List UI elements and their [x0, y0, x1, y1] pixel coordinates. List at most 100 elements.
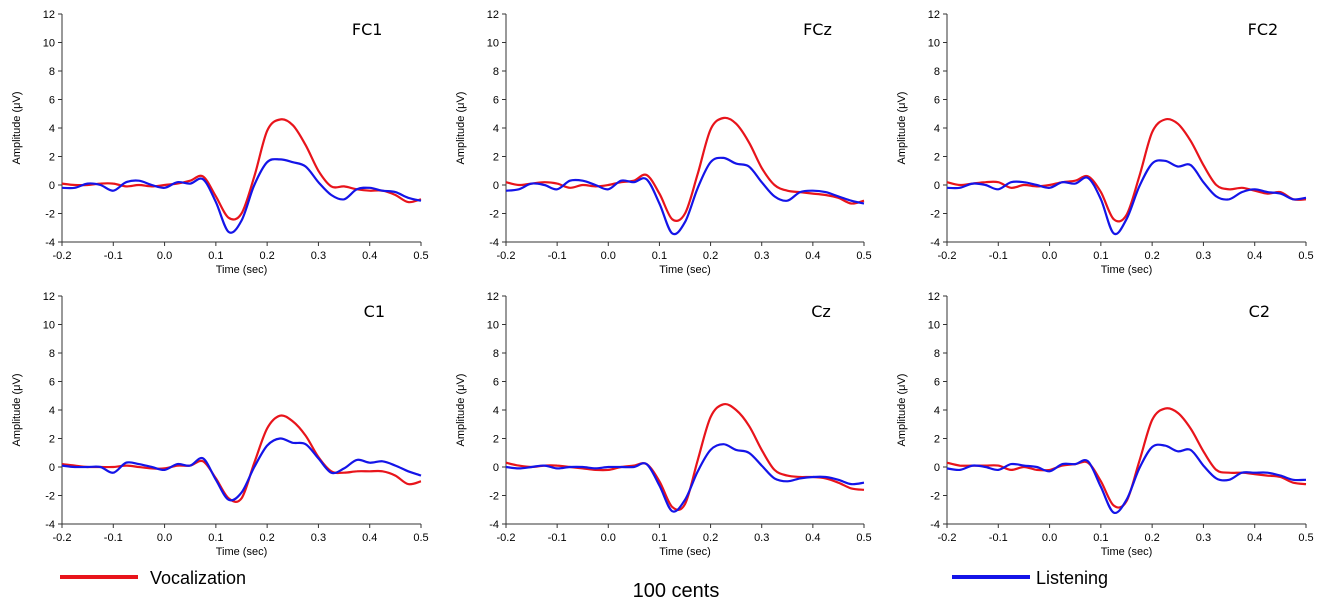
y-axis-title: Amplitude (μV) [455, 374, 467, 447]
y-tick-label: 6 [49, 377, 55, 389]
x-tick-label: 0.1 [208, 250, 223, 262]
x-tick-label: 0.0 [1042, 250, 1057, 262]
y-tick-label: -2 [930, 491, 940, 503]
x-tick-label: -0.1 [104, 532, 123, 544]
y-tick-label: -4 [930, 519, 940, 531]
panel-title: C2 [1249, 302, 1270, 321]
y-tick-label: 6 [493, 95, 499, 107]
x-tick-label: 0.5 [1298, 250, 1313, 262]
panel-title: FC2 [1248, 20, 1279, 39]
x-tick-label: 0.3 [1196, 250, 1211, 262]
x-tick-label: 0.4 [362, 250, 377, 262]
x-tick-label: 0.2 [1144, 250, 1159, 262]
x-tick-label: 0.5 [413, 250, 428, 262]
y-tick-label: 12 [43, 9, 55, 21]
x-tick-label: 0.5 [413, 532, 428, 544]
condition-label: 100 cents [633, 580, 720, 602]
y-tick-label: -2 [45, 209, 55, 221]
x-tick-label: 0.2 [703, 532, 718, 544]
x-axis-title: Time (sec) [216, 264, 268, 276]
y-tick-label: -4 [45, 237, 55, 249]
panel-title: FCz [803, 20, 832, 39]
y-tick-label: 2 [493, 152, 499, 164]
y-tick-label: 10 [487, 320, 499, 332]
x-axis-title: Time (sec) [1101, 264, 1153, 276]
series-line-listening [505, 156, 865, 236]
x-tick-label: -0.2 [938, 532, 957, 544]
legend: Vocalization Listening [60, 568, 1108, 588]
y-tick-label: 2 [934, 434, 940, 446]
y-tick-label: 10 [487, 38, 499, 50]
y-tick-label: 4 [493, 405, 499, 417]
x-tick-label: 0.4 [805, 532, 820, 544]
y-tick-label: 4 [934, 123, 940, 135]
y-tick-label: 12 [487, 291, 499, 303]
x-tick-label: 0.1 [652, 250, 667, 262]
y-tick-label: 10 [43, 38, 55, 50]
series-line-vocalization [946, 407, 1307, 509]
y-tick-label: -4 [489, 237, 499, 249]
panel-title: C1 [364, 302, 385, 321]
series-line-listening [61, 158, 422, 234]
chart-panel-fc2: -4 -2 0 2 4 6 8 10 12 -0.2 -0.1 0.0 0.1 0.2 0.3 0.4 0.5 T… [896, 9, 1314, 276]
y-tick-label: 8 [493, 348, 499, 360]
y-tick-label: -2 [489, 491, 499, 503]
x-tick-label: 0.4 [1247, 532, 1262, 544]
x-tick-label: -0.1 [548, 532, 567, 544]
x-tick-label: 0.2 [259, 250, 274, 262]
x-tick-label: 0.4 [1247, 250, 1262, 262]
y-tick-label: 2 [934, 152, 940, 164]
y-tick-label: 10 [928, 320, 940, 332]
x-tick-label: 0.1 [1093, 532, 1108, 544]
y-axis-title: Amplitude (μV) [11, 374, 23, 447]
x-tick-label: 0.5 [856, 250, 871, 262]
y-tick-label: 0 [49, 180, 55, 192]
x-axis-title: Time (sec) [216, 546, 268, 558]
x-tick-label: 0.4 [805, 250, 820, 262]
series-line-vocalization [61, 414, 422, 503]
x-tick-label: 0.1 [652, 532, 667, 544]
y-tick-label: 0 [934, 180, 940, 192]
y-axis-title: Amplitude (μV) [455, 92, 467, 165]
x-tick-label: 0.0 [157, 250, 172, 262]
y-tick-label: 10 [928, 38, 940, 50]
y-tick-label: -4 [489, 519, 499, 531]
x-tick-label: 0.5 [856, 532, 871, 544]
y-tick-label: -4 [930, 237, 940, 249]
series-line-listening [946, 159, 1307, 236]
y-axis-title: Amplitude (μV) [896, 374, 908, 447]
y-tick-label: -2 [489, 209, 499, 221]
y-tick-label: 6 [49, 95, 55, 107]
legend-label-vocalization: Vocalization [150, 568, 246, 588]
series-line-vocalization [505, 116, 865, 222]
x-tick-label: -0.2 [53, 250, 72, 262]
y-tick-label: 2 [49, 434, 55, 446]
x-tick-label: 0.2 [1144, 532, 1159, 544]
x-tick-label: 0.0 [601, 532, 616, 544]
x-tick-label: 0.0 [601, 250, 616, 262]
y-tick-label: 12 [928, 291, 940, 303]
chart-panel-cz: -4 -2 0 2 4 6 8 10 12 -0.2 -0.1 0.0 0.1 0.2 0.3 0.4 0.5 T… [455, 291, 872, 558]
x-tick-label: -0.1 [989, 532, 1008, 544]
x-tick-label: 0.1 [1093, 250, 1108, 262]
x-axis-title: Time (sec) [1101, 546, 1153, 558]
y-tick-label: 4 [493, 123, 499, 135]
y-tick-label: 4 [49, 405, 55, 417]
y-tick-label: 0 [934, 462, 940, 474]
y-tick-label: 8 [493, 66, 499, 78]
y-tick-label: 12 [928, 9, 940, 21]
y-tick-label: 8 [934, 348, 940, 360]
x-tick-label: 0.3 [754, 250, 769, 262]
panel-title: Cz [811, 302, 831, 321]
x-tick-label: -0.2 [938, 250, 957, 262]
x-tick-label: 0.0 [157, 532, 172, 544]
series-line-vocalization [61, 118, 422, 221]
y-tick-label: -4 [45, 519, 55, 531]
y-tick-label: 10 [43, 320, 55, 332]
x-tick-label: 0.2 [259, 532, 274, 544]
y-tick-label: 0 [49, 462, 55, 474]
series-line-listening [946, 443, 1307, 515]
y-tick-label: 6 [934, 95, 940, 107]
x-tick-label: 0.5 [1298, 532, 1313, 544]
